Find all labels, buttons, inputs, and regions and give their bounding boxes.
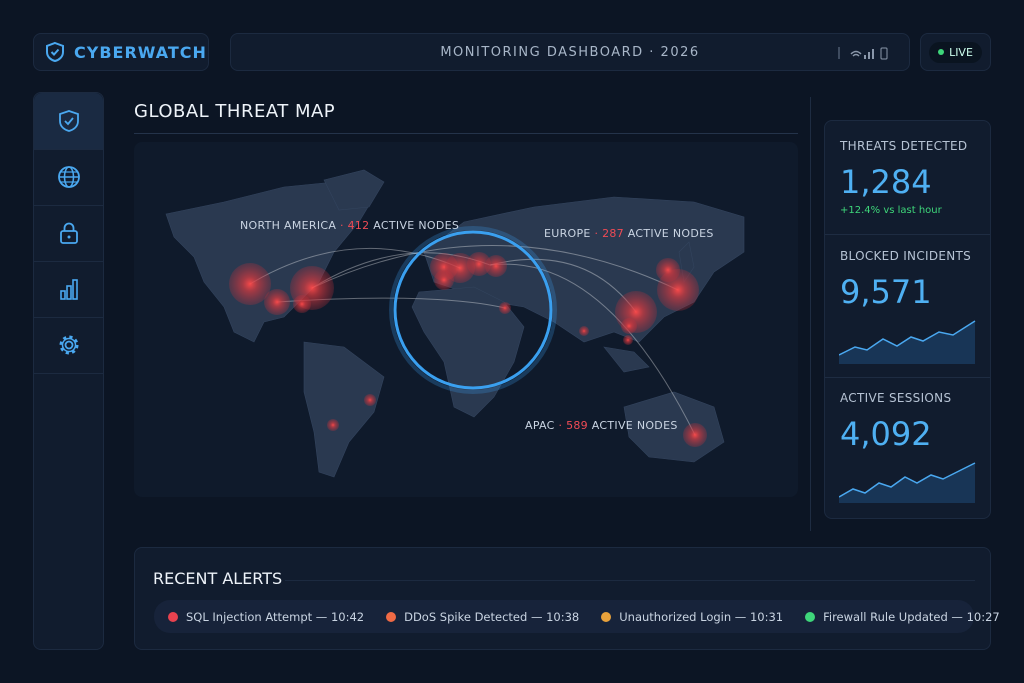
alert-item[interactable]: DDoS Spike Detected — 10:38 xyxy=(386,610,579,624)
live-pill: LIVE xyxy=(929,41,982,63)
alerts-title: RECENT ALERTS xyxy=(153,569,283,588)
unit: ACTIVE NODES xyxy=(591,419,678,432)
world-map xyxy=(165,169,745,478)
unit: ACTIVE NODES xyxy=(627,227,714,240)
alert-text: DDoS Spike Detected — 10:38 xyxy=(404,609,580,624)
map-label: NORTH AMERICA · 412 ACTIVE NODES xyxy=(240,219,459,232)
threat-map: NORTH AMERICA · 412 ACTIVE NODES EUROPE … xyxy=(134,142,798,497)
live-status: LIVE xyxy=(920,33,991,71)
node-count: 287 xyxy=(602,227,624,240)
alert-text: SQL Injection Attempt — 10:42 xyxy=(186,609,365,624)
stat-label: BLOCKED INCIDENTS xyxy=(840,249,972,263)
nav-analytics[interactable] xyxy=(34,261,103,318)
live-text: LIVE xyxy=(949,45,973,59)
alert-item[interactable]: Unauthorized Login — 10:31 xyxy=(601,610,783,624)
severity-dot xyxy=(168,611,178,622)
divider xyxy=(134,133,798,134)
unit: ACTIVE NODES xyxy=(373,219,460,232)
icon-shield xyxy=(58,110,79,132)
icon-globe xyxy=(57,166,80,188)
sparkline xyxy=(839,320,976,364)
brand-icon xyxy=(46,41,64,63)
header-title: MONITORING DASHBOARD · 2026 xyxy=(440,44,700,60)
sidebar xyxy=(33,92,104,650)
divider xyxy=(285,580,975,581)
alert-text: Unauthorized Login — 10:31 xyxy=(619,609,784,624)
alert-list: SQL Injection Attempt — 10:42 DDoS Spike … xyxy=(154,600,1000,633)
severity-dot xyxy=(386,611,397,622)
sparkline xyxy=(839,462,976,503)
stat-value: 1,284 xyxy=(840,163,932,201)
divider xyxy=(825,377,990,378)
alert-item[interactable]: Firewall Rule Updated — 10:27 xyxy=(805,610,1000,624)
divider xyxy=(810,97,811,531)
nav-settings[interactable] xyxy=(34,317,103,374)
nav-globe[interactable] xyxy=(34,149,103,206)
map-label: EUROPE · 287 ACTIVE NODES xyxy=(544,227,714,240)
stat-label: ACTIVE SESSIONS xyxy=(840,391,952,405)
separator: · xyxy=(339,219,344,232)
severity-dot xyxy=(601,611,612,622)
brand-name: CYBERWATCH xyxy=(74,42,207,62)
stat-label: THREATS DETECTED xyxy=(840,139,968,153)
stat-value: 4,092 xyxy=(840,415,932,453)
alerts-panel: RECENT ALERTS SQL Injection Attempt — 10… xyxy=(134,547,1000,650)
icon-gear xyxy=(59,335,78,355)
icon-chart xyxy=(59,279,78,300)
stat-card: ACTIVE SESSIONS 4,092 xyxy=(825,391,990,453)
region: EUROPE xyxy=(544,227,591,240)
divider xyxy=(825,234,990,235)
map-title: GLOBAL THREAT MAP xyxy=(134,101,336,122)
alert-item[interactable]: SQL Injection Attempt — 10:42 xyxy=(168,610,364,624)
status-icons xyxy=(838,47,888,60)
stat-change: +12.4% vs last hour xyxy=(840,205,942,216)
nav-lock[interactable] xyxy=(34,205,103,262)
nav-shield[interactable] xyxy=(34,93,103,150)
alert-text: Firewall Rule Updated — 10:27 xyxy=(823,609,1000,624)
stat-value: 9,571 xyxy=(840,273,932,311)
stat-card: THREATS DETECTED 1,284 +12.4% vs last ho… xyxy=(825,139,990,216)
icon-lock xyxy=(59,222,78,244)
region: NORTH AMERICA xyxy=(240,219,337,232)
header-bar: MONITORING DASHBOARD · 2026 xyxy=(230,33,910,71)
live-dot xyxy=(938,49,945,55)
map-label: APAC · 589 ACTIVE NODES xyxy=(525,419,678,432)
separator: · xyxy=(594,227,599,240)
stats-panel: THREATS DETECTED 1,284 +12.4% vs last ho… xyxy=(824,120,991,519)
region: APAC xyxy=(525,419,555,432)
brand[interactable]: CYBERWATCH xyxy=(33,33,209,71)
separator: · xyxy=(558,419,563,432)
node-count: 589 xyxy=(566,419,588,432)
severity-dot xyxy=(805,611,816,622)
node-count: 412 xyxy=(347,219,370,232)
stat-card: BLOCKED INCIDENTS 9,571 xyxy=(825,249,990,311)
